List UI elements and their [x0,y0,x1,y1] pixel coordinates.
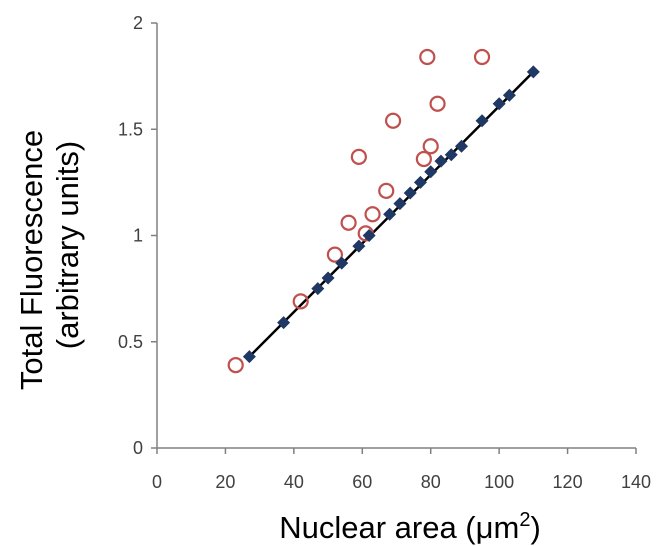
x-tick-label: 100 [484,472,514,492]
y-tick-label: 1 [133,226,143,246]
diamond-point [311,282,325,296]
diamond-point [403,186,417,200]
diamond-point [475,114,489,128]
circle-point [364,206,381,223]
circle-point [473,48,491,66]
x-tick-label: 40 [284,472,304,492]
circle-point [350,148,367,165]
y-tick-label: 1.5 [118,119,143,139]
diamond-point [383,207,397,221]
diamond-point [321,271,335,285]
diamond-point [502,88,516,102]
diamond-point [277,316,291,330]
y-axis-title-line2: (arbitrary units) [50,141,85,349]
circle-point [326,246,344,263]
circle-point [340,214,357,231]
x-tick-label: 0 [152,472,162,492]
data-marks-layer [227,48,540,374]
x-axis-title-superscript: 2 [519,509,530,531]
circle-point [429,95,446,112]
diamond-point [242,350,256,364]
diamond-point [362,229,376,242]
x-axis-title-main: Nuclear area (μm [279,510,519,545]
circle-point [415,150,432,168]
circle-point [419,48,436,66]
diamond-point [335,256,349,270]
circle-point [227,357,244,374]
x-tick-label: 120 [553,472,583,492]
axes-layer: 00.511.520 20 40 60 80 100 120 140 [118,13,651,492]
circle-point [384,112,402,129]
x-tick-label: 60 [352,472,372,492]
x-tick-label: 140 [621,472,651,492]
y-tick-label: 2 [133,13,143,33]
diamond-point [424,165,438,179]
diamond-point [526,65,540,79]
y-tick-label: 0.5 [118,332,143,352]
diamond-point [444,148,458,162]
y-tick-label: 0 [133,438,143,458]
diamond-point [352,239,366,253]
diamond-point [393,197,407,211]
diamond-point [455,139,469,153]
y-axis-title-line1: Total Fluorescence [14,130,49,390]
x-axis-title-end: ) [530,510,540,545]
x-tick-label: 20 [215,472,235,492]
diamond-point [434,154,448,168]
circle-point [378,182,395,199]
diamond-point [492,97,506,111]
x-axis-title: Nuclear area (μm2) [279,509,541,545]
diamond-point [413,175,427,189]
circle-point [292,293,309,310]
x-tick-label: 80 [421,472,441,492]
y-axis-title: Total Fluorescence (arbitrary units) [14,130,85,390]
circle-point [422,138,439,155]
